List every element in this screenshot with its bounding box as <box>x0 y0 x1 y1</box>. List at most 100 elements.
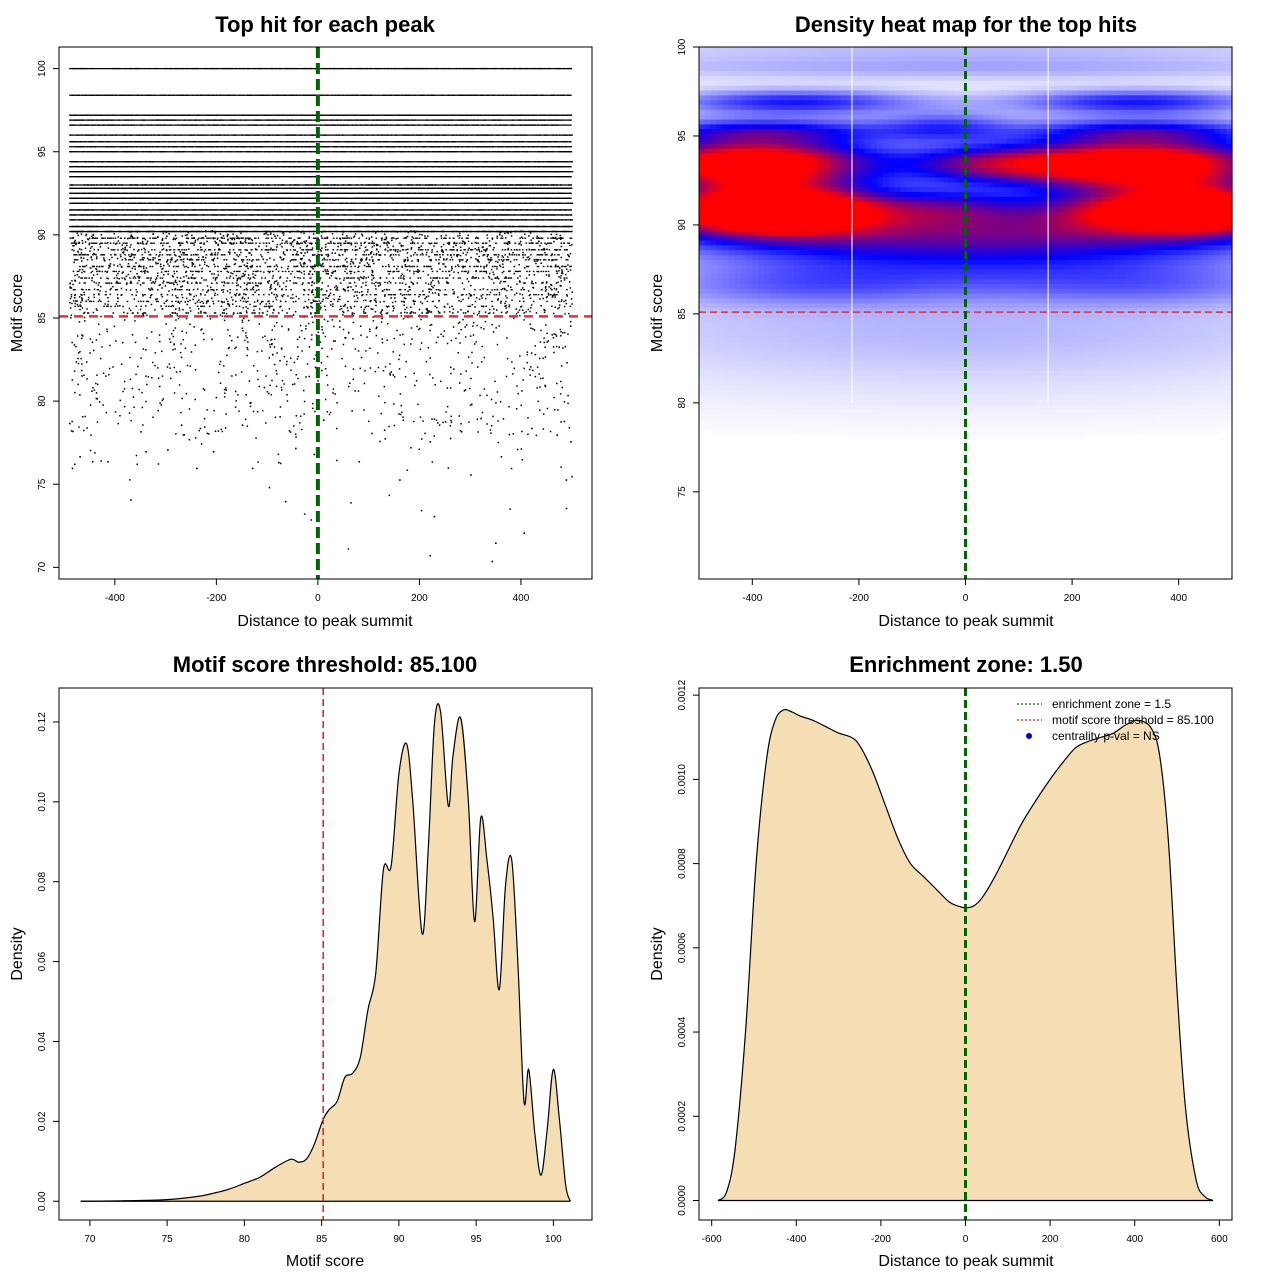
heatmap-cell <box>770 288 777 295</box>
heatmap-cell <box>870 153 878 159</box>
heatmap-cell <box>983 250 990 256</box>
heatmap-cell <box>1214 274 1221 280</box>
heatmap-cell <box>876 172 884 179</box>
heatmap-cell <box>1184 283 1192 290</box>
heatmap-cell <box>787 293 795 300</box>
heatmap-cell <box>912 90 919 96</box>
heatmap-cell <box>953 114 961 121</box>
heatmap-cell <box>1066 269 1073 275</box>
heatmap-cell <box>900 298 907 304</box>
heatmap-cell <box>953 288 961 295</box>
heatmap-cell <box>1226 66 1233 72</box>
heatmap-cell <box>1160 254 1168 261</box>
heatmap-cell <box>817 80 824 87</box>
heatmap-cell <box>1012 134 1020 140</box>
scatter-point <box>556 434 559 436</box>
heatmap-cell <box>1089 187 1097 193</box>
heatmap-cell <box>1018 264 1026 271</box>
heatmap-cell <box>1208 225 1215 232</box>
heatmap-cell <box>829 177 836 184</box>
heatmap-cell <box>1155 143 1162 150</box>
heatmap-cell <box>1208 138 1215 145</box>
heatmap-cell <box>699 76 706 82</box>
heatmap-cell <box>781 283 789 290</box>
heatmap-cell <box>722 134 730 140</box>
heatmap-cell <box>722 303 730 309</box>
heatmap-cell <box>924 153 931 159</box>
heatmap-cell <box>983 105 990 111</box>
heatmap-cell <box>912 47 919 53</box>
heatmap-cell <box>829 201 836 208</box>
heatmap-cell <box>787 56 795 63</box>
heatmap-cell <box>764 105 771 111</box>
heatmap-cell <box>1166 245 1174 251</box>
heatmap-cell <box>752 114 759 121</box>
heatmap-cell <box>793 129 801 135</box>
heatmap-cell <box>1089 167 1097 174</box>
heatmap-cell <box>1066 172 1073 179</box>
heatmap-cell <box>1149 56 1156 63</box>
heatmap-cell <box>704 216 712 222</box>
heatmap-cell <box>781 269 789 275</box>
heatmap-cell <box>1202 201 1209 208</box>
heatmap-cell <box>1184 56 1192 63</box>
heatmap-cell <box>847 201 854 208</box>
heatmap-cell <box>971 187 978 193</box>
heatmap-cell <box>1078 264 1085 271</box>
heatmap-cell <box>1172 95 1180 101</box>
heatmap-cell <box>823 269 830 275</box>
heatmap-cell <box>716 288 724 295</box>
heatmap-cell <box>716 95 724 101</box>
heatmap-cell <box>876 201 884 208</box>
heatmap-cell <box>1072 259 1079 266</box>
heatmap-cell <box>1155 293 1162 300</box>
heatmap-cell <box>1054 259 1061 266</box>
heatmap-cell <box>935 158 943 164</box>
heatmap-cell <box>953 303 961 309</box>
heatmap-cell <box>1184 51 1192 58</box>
heatmap-cell <box>1030 283 1038 290</box>
heatmap-cell <box>758 196 765 203</box>
heatmap-cell <box>1113 114 1121 121</box>
heatmap-cell <box>1178 138 1186 145</box>
heatmap-cell <box>995 298 1002 304</box>
heatmap-cell <box>900 192 907 198</box>
heatmap-cell <box>876 235 884 242</box>
heatmap-cell <box>1072 100 1079 106</box>
heatmap-cell <box>1184 274 1192 280</box>
heatmap-cell <box>770 90 777 96</box>
heatmap-cell <box>971 167 978 174</box>
heatmap-cell <box>1018 138 1026 145</box>
heatmap-cell <box>941 47 949 53</box>
heatmap-cell <box>1202 61 1209 67</box>
heatmap-cell <box>1036 119 1044 125</box>
heatmap-cell <box>1012 182 1020 188</box>
heatmap-cell <box>1001 269 1008 275</box>
heatmap-cell <box>1024 259 1032 266</box>
heatmap-cell <box>971 71 978 77</box>
heatmap-cell <box>716 274 724 280</box>
heatmap-cell <box>953 138 961 145</box>
heatmap-cell <box>858 245 866 251</box>
heatmap-cell <box>847 56 854 63</box>
heatmap-cell <box>983 264 990 271</box>
heatmap-cell <box>1119 269 1126 275</box>
heatmap-cell <box>1012 298 1020 304</box>
heatmap-cell <box>1220 177 1227 184</box>
heatmap-cell <box>1083 95 1091 101</box>
heatmap-cell <box>823 90 830 96</box>
heatmap-cell <box>864 71 872 77</box>
heatmap-cell <box>728 138 736 145</box>
heatmap-cell <box>1155 245 1162 251</box>
heatmap-cell <box>971 182 978 188</box>
heatmap-cell <box>965 95 973 101</box>
heatmap-cell <box>1178 250 1186 256</box>
heatmap-cell <box>1155 201 1162 208</box>
heatmap-cell <box>799 61 807 67</box>
heatmap-cell <box>852 95 860 101</box>
heatmap-cell <box>728 225 736 232</box>
heatmap-cell <box>1226 192 1233 198</box>
heatmap-cell <box>1054 303 1061 309</box>
heatmap-cell <box>710 109 718 116</box>
